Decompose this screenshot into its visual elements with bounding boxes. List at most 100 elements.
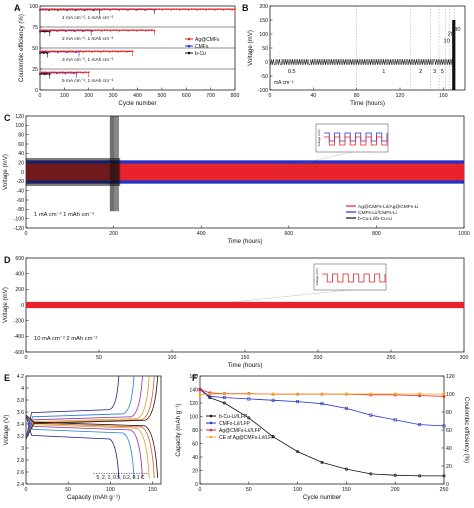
series-point [369, 413, 373, 417]
plot-frame [25, 375, 162, 485]
rate-annotation: 20 [448, 31, 454, 37]
y-tick-label: -600 [14, 350, 24, 356]
y-tick-label: 80 [18, 132, 24, 138]
y-tick-label: 50 [262, 46, 268, 52]
y2-tick-label: 120 [446, 374, 455, 380]
y-tick-label: 0 [265, 60, 268, 66]
plot-frame [269, 5, 466, 91]
voltage-band [26, 158, 121, 186]
y-tick-label: 100 [259, 32, 268, 38]
voltage-burst [452, 20, 456, 90]
inset-trace [324, 136, 388, 146]
y-tick-label: 0 [21, 170, 24, 176]
discharge-curve [25, 414, 150, 479]
inset-y-label: Voltage (mV) [315, 268, 319, 285]
series-point [271, 392, 275, 396]
legend-marker [187, 44, 191, 48]
y-tick-label: 75 [32, 25, 38, 31]
rate-annotation: 2 [419, 69, 422, 75]
subplot-condition-label: 2 mA cm⁻², 1 mAh cm⁻² [62, 36, 114, 42]
x-tick-label: 150 [342, 487, 351, 493]
x-tick-label: 500 [158, 93, 167, 99]
x-tick-label: 200 [314, 355, 323, 361]
x-axis-label: Time (hours) [350, 100, 385, 107]
condition-annotation: 1 mA cm⁻² 1 mAh cm⁻² [34, 212, 94, 218]
x-tick-label: 700 [206, 93, 215, 99]
series-line [199, 389, 444, 477]
series-point [393, 473, 397, 477]
y-tick-label: 100 [189, 414, 198, 420]
series-point [344, 392, 348, 396]
series-point [222, 392, 226, 396]
legend-label: b-Cu-Li//LFP [219, 414, 248, 420]
x-tick-label: 600 [182, 93, 191, 99]
y-tick-label: 2.8 [17, 458, 24, 464]
x-axis-label: Capacity (mAh g⁻¹) [67, 494, 120, 501]
legend-marker [209, 421, 213, 425]
y2-tick-label: 0 [446, 482, 449, 488]
x-tick-label: 800 [231, 93, 240, 99]
y-axis-label: Voltage (V) [3, 415, 10, 446]
y-tick-label: 3.2 [17, 434, 24, 440]
x-tick-label: 40 [310, 93, 316, 99]
y-tick-label: 3 [21, 446, 24, 452]
discharge-curve [25, 414, 120, 479]
discharge-curve [25, 414, 159, 479]
series-point [198, 393, 202, 397]
inset-frame [313, 263, 387, 291]
panel-f: 0 50 100 150 200 250020406080100120140160Cycl… [175, 373, 469, 501]
charge-curve [25, 375, 150, 440]
legend-marker [187, 51, 191, 55]
x-tick-label: 200 [109, 231, 118, 237]
x-tick-label: 50 [96, 355, 102, 361]
inset-pointer [233, 289, 351, 303]
series-point [369, 392, 373, 396]
legend-label: Ag@CMFs [195, 37, 220, 43]
subplot-condition-label: 5 mA cm⁻², 1 mAh cm⁻² [62, 78, 114, 84]
voltage-trace [269, 58, 454, 66]
x-tick-label: 100 [60, 93, 69, 99]
panel-d: 0 50 100 150 200 250 300 -600 -400 -200 0 200 400 600… [2, 255, 468, 369]
y-axis-label: Coulombic efficiency (%) [18, 14, 25, 82]
x-tick-label: 0 [199, 487, 202, 493]
x-axis-label: Time (hours) [228, 362, 263, 369]
legend: b-Cu-Li//LFPCMFs-Li//LFPAg@CMFs-Li//LFPC… [206, 414, 275, 441]
x-tick-label: 200 [84, 93, 93, 99]
y-tick-label: 100 [29, 4, 38, 10]
inset-trace [322, 273, 386, 283]
y2-tick-label: 100 [446, 392, 455, 398]
panel-letter: B [242, 3, 249, 13]
y-tick-label: 3.6 [17, 410, 24, 416]
legend-marker [209, 414, 213, 418]
rate-annotation: 5 [441, 69, 444, 75]
rate-annotation: 30 [454, 27, 460, 33]
inset-trace [324, 132, 388, 142]
x-axis-label: Cycle number [303, 494, 341, 501]
series-point [198, 387, 202, 391]
x-tick-label: 400 [133, 93, 142, 99]
y-tick-label: 0 [35, 88, 38, 94]
y-tick-label: 4.2 [17, 374, 24, 380]
y-tick-label: 3.4 [17, 422, 24, 428]
series-point [442, 392, 446, 396]
series-point [222, 396, 226, 400]
panel-c: 0 200 400 600 800 1000 -120 -100 -80 -60 -40 -20 0 20… [2, 113, 470, 245]
panel-letter: D [4, 255, 11, 265]
series-point [247, 397, 251, 401]
rate-annotation: 10 [443, 38, 449, 44]
charge-curve [25, 375, 155, 440]
y-tick-label: 40 [18, 151, 24, 157]
discharge-curve [25, 414, 143, 479]
panel-letter: F [192, 373, 198, 383]
series-point [344, 467, 348, 471]
series-line [199, 389, 445, 427]
y-tick-label: -20 [17, 179, 25, 185]
rate-annotation: 0.5 [288, 69, 296, 75]
series-point [320, 460, 324, 464]
series-point [442, 474, 446, 478]
voltage-band [26, 163, 464, 181]
series-point [393, 418, 397, 422]
